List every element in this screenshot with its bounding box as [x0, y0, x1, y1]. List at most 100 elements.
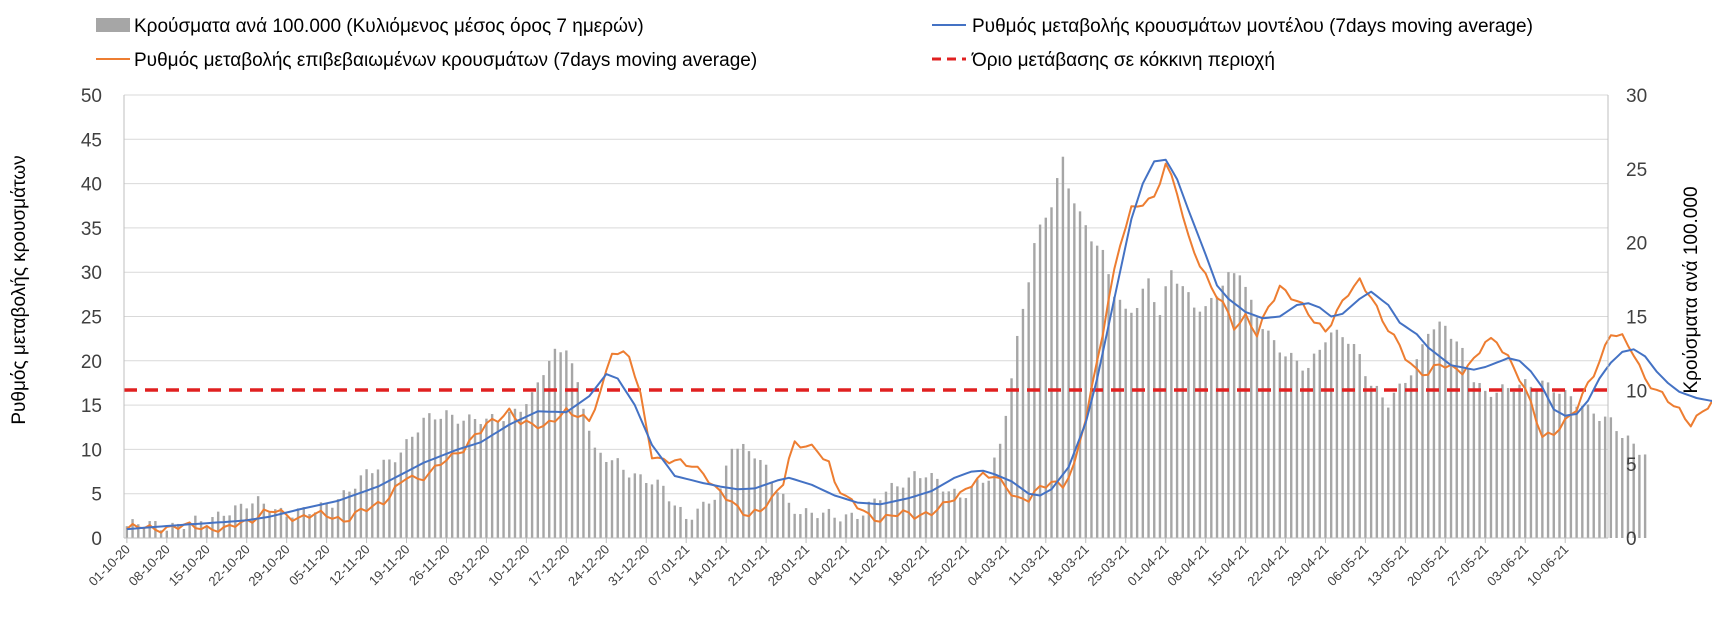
bar-series	[125, 156, 1647, 539]
bar	[941, 491, 945, 538]
bar	[1489, 396, 1493, 538]
bar	[1495, 392, 1498, 538]
left-axis-ticks: 0 5 10 15 20 25 30 35 40 45 50	[81, 86, 102, 550]
bar	[1541, 380, 1544, 538]
bar	[1643, 454, 1647, 538]
x-tick-label: 12-11-20	[326, 542, 373, 589]
bar	[587, 430, 591, 538]
bar	[399, 452, 403, 538]
bar	[896, 486, 899, 538]
right-tick-label: 20	[1626, 234, 1647, 255]
bar	[764, 464, 768, 538]
bar	[787, 502, 791, 538]
bar	[468, 414, 471, 538]
bar	[1095, 245, 1099, 538]
bar	[1581, 406, 1584, 538]
bar	[1472, 382, 1476, 538]
bar	[804, 508, 808, 538]
bar	[1398, 383, 1401, 538]
bar	[1558, 393, 1561, 538]
bar	[856, 518, 859, 538]
bar	[508, 411, 511, 538]
bar	[1147, 278, 1150, 538]
bar	[1569, 396, 1573, 538]
x-tick-label: 15-10-20	[165, 542, 212, 589]
bar	[1141, 288, 1145, 538]
bar	[1267, 330, 1270, 538]
bar	[1107, 274, 1110, 538]
x-tick-label: 31-12-20	[605, 542, 652, 589]
bar	[1352, 344, 1356, 538]
bar	[821, 512, 825, 538]
bar	[690, 519, 694, 538]
legend-swatch-cases-bar	[96, 18, 130, 32]
x-tick-label: 03-12-20	[445, 542, 492, 589]
bar	[1324, 342, 1327, 538]
bar	[1438, 321, 1441, 538]
bar	[759, 459, 762, 538]
bar	[1535, 389, 1538, 538]
bar	[570, 363, 574, 538]
x-tick-label: 04-03-21	[965, 542, 1012, 589]
gridlines	[124, 94, 1608, 495]
bar	[1158, 315, 1162, 538]
bar	[1552, 392, 1555, 538]
bar	[479, 424, 482, 538]
bar	[228, 515, 231, 538]
bar	[274, 509, 277, 538]
x-tick-label: 03-06-21	[1484, 542, 1531, 589]
x-tick-label: 15-04-21	[1204, 542, 1251, 589]
bar	[1375, 385, 1379, 538]
x-tick-label: 17-12-20	[525, 542, 572, 589]
bar	[650, 484, 654, 538]
right-tick-label: 5	[1626, 455, 1637, 476]
bar	[490, 414, 494, 538]
bar	[1626, 435, 1630, 538]
bar	[622, 469, 625, 538]
bar	[1192, 307, 1196, 538]
bar	[502, 421, 505, 538]
bar	[1455, 341, 1458, 538]
right-tick-label: 15	[1626, 308, 1647, 329]
bar	[1113, 296, 1116, 538]
bar	[1124, 308, 1127, 538]
x-tick-label: 28-01-21	[765, 542, 812, 589]
bar	[827, 508, 831, 538]
left-tick-label: 0	[91, 529, 102, 550]
bar	[1603, 416, 1607, 538]
line-series	[126, 158, 1712, 534]
bar	[553, 348, 557, 538]
bar	[331, 507, 334, 538]
bar	[428, 413, 431, 538]
bar	[530, 392, 534, 538]
bar	[776, 492, 779, 538]
bar	[325, 503, 328, 538]
x-tick-label: 10-06-21	[1524, 542, 1571, 589]
bar	[1272, 340, 1276, 538]
bar	[1444, 325, 1447, 538]
bar	[907, 477, 911, 538]
bar	[211, 517, 214, 538]
bar	[662, 485, 665, 538]
x-tick-label: 21-01-21	[725, 542, 772, 589]
bar	[1221, 285, 1224, 538]
bar	[976, 479, 979, 538]
bar	[582, 408, 585, 538]
bar	[1421, 344, 1424, 538]
bar	[148, 521, 151, 538]
bar	[747, 451, 751, 538]
bar	[673, 505, 676, 538]
bar	[1546, 382, 1550, 538]
bar	[411, 436, 414, 538]
bar	[262, 503, 266, 538]
model-rate-line	[126, 158, 1712, 531]
bar	[1341, 337, 1344, 538]
bar	[342, 490, 345, 538]
right-axis-ticks: 0 5 10 15 20 25 30	[1626, 86, 1647, 550]
bar	[216, 511, 220, 538]
bar	[1478, 383, 1481, 538]
bar	[1038, 224, 1042, 538]
x-tick-label: 22-04-21	[1244, 542, 1291, 589]
bar	[599, 452, 602, 538]
